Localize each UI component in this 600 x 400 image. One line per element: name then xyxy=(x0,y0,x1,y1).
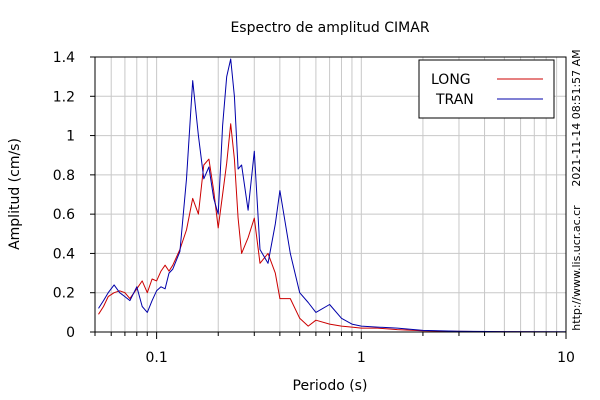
y-tick-label: 1.2 xyxy=(53,89,75,105)
y-axis-label: Amplitud (cm/s) xyxy=(7,138,23,250)
source-url-annotation: http://www.lis.ucr.ac.cr xyxy=(570,205,583,331)
y-tick-label: 0.2 xyxy=(53,286,75,302)
x-tick-label: 10 xyxy=(557,350,575,366)
legend: LONG TRAN xyxy=(418,59,555,119)
x-axis-label: Periodo (s) xyxy=(293,378,368,394)
chart-title: Espectro de amplitud CIMAR xyxy=(230,20,429,36)
timestamp-annotation: 2021-11-14 08:51:57 AM xyxy=(570,49,583,186)
series-line-tran xyxy=(98,58,567,333)
legend-label-tran: TRAN xyxy=(435,92,474,108)
y-tick-label: 0.6 xyxy=(53,207,75,223)
plot-frame xyxy=(94,56,567,333)
y-tick-label: 0.8 xyxy=(53,168,75,184)
y-tick-label: 1 xyxy=(66,129,75,145)
series-group xyxy=(98,58,567,333)
y-tick-label: 0.4 xyxy=(53,246,75,262)
y-tick-label: 0 xyxy=(66,325,75,341)
x-axis: 0.1 1 10 xyxy=(94,332,575,366)
y-tick-label: 1.4 xyxy=(53,50,75,66)
x-tick-label: 1 xyxy=(357,350,366,366)
x-tick-label: 0.1 xyxy=(145,350,167,366)
legend-box xyxy=(418,59,555,119)
legend-label-long: LONG xyxy=(431,72,471,88)
y-axis: 0 0.2 0.4 0.6 0.8 1 1.2 1.4 xyxy=(53,50,95,341)
series-line-long xyxy=(98,123,567,333)
